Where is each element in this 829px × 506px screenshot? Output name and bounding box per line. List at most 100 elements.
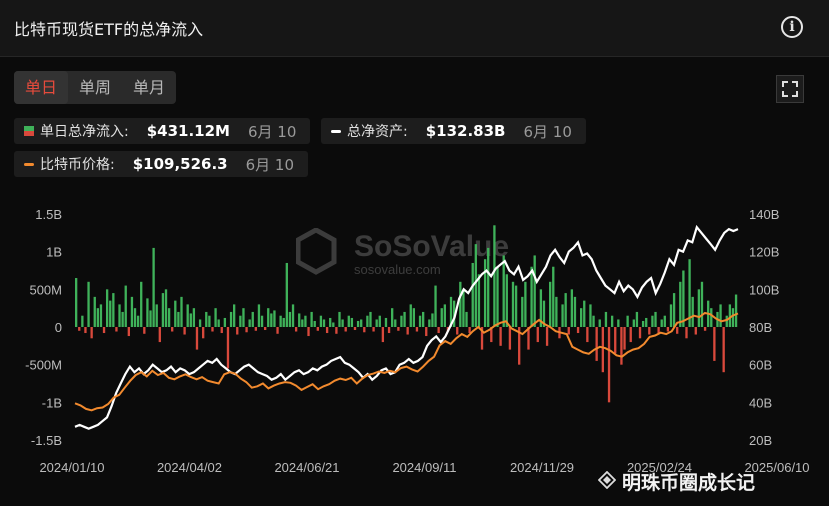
page-title: 比特币现货ETF的总净流入 [14,20,204,39]
inflow-bar [109,300,112,327]
inflow-bar [406,327,409,335]
inflow-bar [152,247,155,327]
inflow-bar [282,317,285,327]
inflow-bar [580,308,583,327]
inflow-bar [604,311,608,327]
inflow-bar [545,327,549,346]
inflow-bar [136,315,140,327]
inflow-bar [719,304,722,327]
inflow-bar [127,327,130,337]
inflow-bar [87,281,90,327]
y-left-tick-label: 1.5B [35,207,62,222]
inflow-bar [524,281,527,327]
inflow-bar [697,289,701,327]
x-tick-label: 2025/02/24 [627,460,692,475]
inflow-bar [710,308,713,327]
inflow-bar [217,319,220,327]
inflow-bar [483,259,487,327]
y-right-tick-label: 20B [749,433,772,448]
inflow-bar [462,289,465,327]
inflow-bar [149,310,152,327]
inflow-bar [322,319,326,327]
inflow-bar [220,327,223,334]
inflow-bar [421,311,425,327]
inflow-bar [663,315,666,327]
inflow-bar [360,319,363,327]
inflow-bar [189,313,192,327]
inflow-bar [353,327,357,331]
inflow-bar [490,327,493,343]
inflow-legend-icon [24,126,34,136]
inflow-bar [164,289,168,327]
inflow-bar [477,274,481,327]
inflow-bar [307,327,310,337]
x-tick-label: 2024/09/11 [392,460,456,475]
inflow-bar [691,296,694,327]
y-left-tick-label: -1.5B [31,433,62,448]
inflow-bar [291,304,295,327]
inflow-bar [428,319,431,327]
inflow-bar [694,327,697,335]
footer-watermark: 明珠币圈成长记 [622,472,756,494]
inflow-bar [198,319,202,327]
inflow-bar [229,311,233,327]
inflow-bar [372,327,375,332]
inflow-bar [248,319,251,327]
inflow-bar [456,327,459,335]
inflow-bar [102,327,106,334]
net-assets-stat: 总净资产: $132.83B 6月 10 [321,118,586,144]
inflow-bar [285,262,288,327]
inflow-bar [415,327,419,332]
inflow-bar [607,327,611,403]
y-right-tick-label: 140B [749,207,779,222]
btc-price-label: 比特币价格: [40,157,115,173]
inflow-bar [583,300,586,327]
inflow-bar [186,304,189,327]
inflow-bar [192,308,196,327]
daily-inflow-label: 单日总净流入: [40,124,129,140]
tab-weekly[interactable]: 单周 [79,78,112,97]
inflow-bar [564,293,567,327]
inflow-bar [514,285,518,327]
inflow-bar [298,313,301,327]
inflow-bar [394,319,397,327]
inflow-bar [75,278,78,327]
inflow-bar [703,327,707,331]
inflow-bar [133,308,137,327]
inflow-bar [465,311,468,327]
inflow-bar [93,296,96,327]
inflow-bar [84,327,87,334]
inflow-bar [96,308,100,327]
inflow-bar [620,327,623,365]
inflow-bar [121,311,124,327]
inflow-bar [626,315,629,327]
tab-monthly[interactable]: 单月 [133,78,166,97]
inflow-bar [81,315,84,327]
inflow-bar [552,266,555,327]
inflow-bar [505,274,508,327]
info-icon[interactable]: i [781,16,803,38]
x-tick-label: 2024/04/02 [157,460,222,475]
inflow-bar [167,308,171,327]
inflow-bar [208,315,211,327]
inflow-bar [654,311,657,327]
inflow-bar [623,327,626,350]
inflow-bar [672,293,676,327]
y-left-tick-label: 1B [46,245,62,260]
diamond-logo-icon [598,471,616,489]
header-bar: 比特币现货ETF的总净流入 i [0,0,829,57]
y-right-tick-label: 120B [749,245,779,260]
tab-daily[interactable]: 单日 [14,71,69,104]
inflow-bar [570,289,574,327]
inflow-bar [338,311,341,327]
inflow-bar [270,313,273,327]
inflow-bar [434,285,437,327]
inflow-bar [487,247,490,327]
inflow-bar [713,327,716,361]
y-left-tick-label: 500M [29,282,62,297]
btc-price-value: $109,526.3 [132,155,228,173]
inflow-bar [617,319,620,327]
fullscreen-button[interactable] [776,75,804,103]
inflow-bar [118,304,121,327]
inflow-bar [391,308,394,327]
